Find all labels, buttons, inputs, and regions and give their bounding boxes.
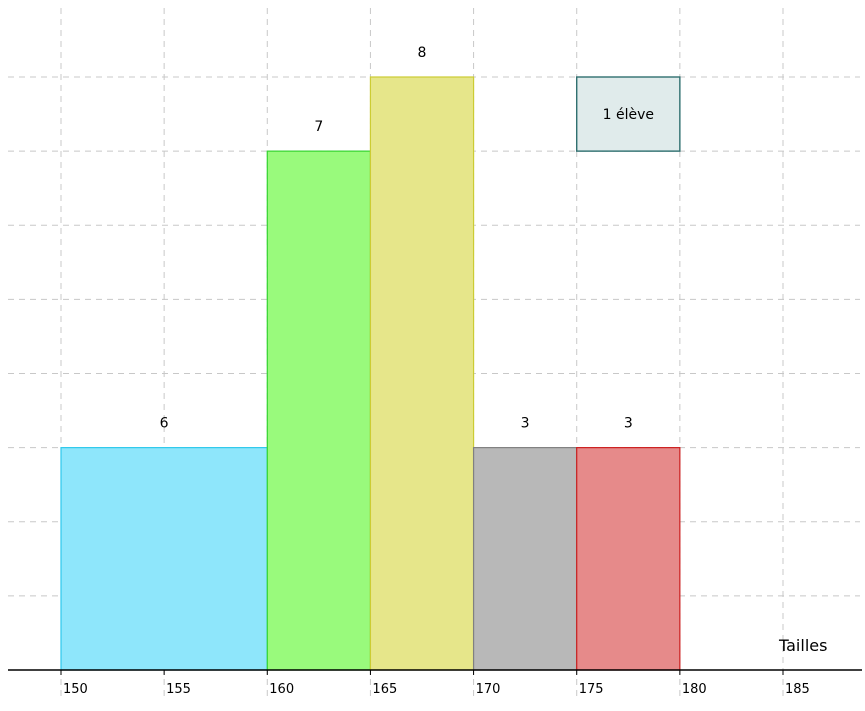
bar-150-160 [60,447,268,671]
bar-value-label: 3 [521,416,530,432]
x-tick-label: 170 [476,682,501,697]
x-tick-label: 160 [269,682,294,697]
x-tick-label: 175 [579,682,604,697]
x-tick-label: 155 [166,682,191,697]
bar-160-165 [266,150,372,671]
bar-value-label: 6 [160,416,169,432]
unit-box [576,76,681,152]
bar-labels: 6 7 8 3 3 [160,45,633,432]
bar-value-label: 3 [624,416,633,432]
x-tick-label: 165 [372,682,397,697]
x-tick-label: 185 [785,682,810,697]
x-tick-label: 150 [63,682,88,697]
x-axis: 150 155 160 165 170 175 180 185 [8,669,862,697]
bars [60,76,681,671]
unit-legend-box: 1 élève [576,76,681,152]
unit-box-label: 1 élève [603,107,654,123]
bar-175-180 [576,447,681,671]
x-axis-title: Tailles [778,636,827,655]
bar-170-175 [472,447,578,671]
bar-165-170 [369,76,475,671]
x-tick-label: 180 [682,682,707,697]
bar-value-label: 7 [314,119,323,135]
bar-value-label: 8 [418,45,427,61]
